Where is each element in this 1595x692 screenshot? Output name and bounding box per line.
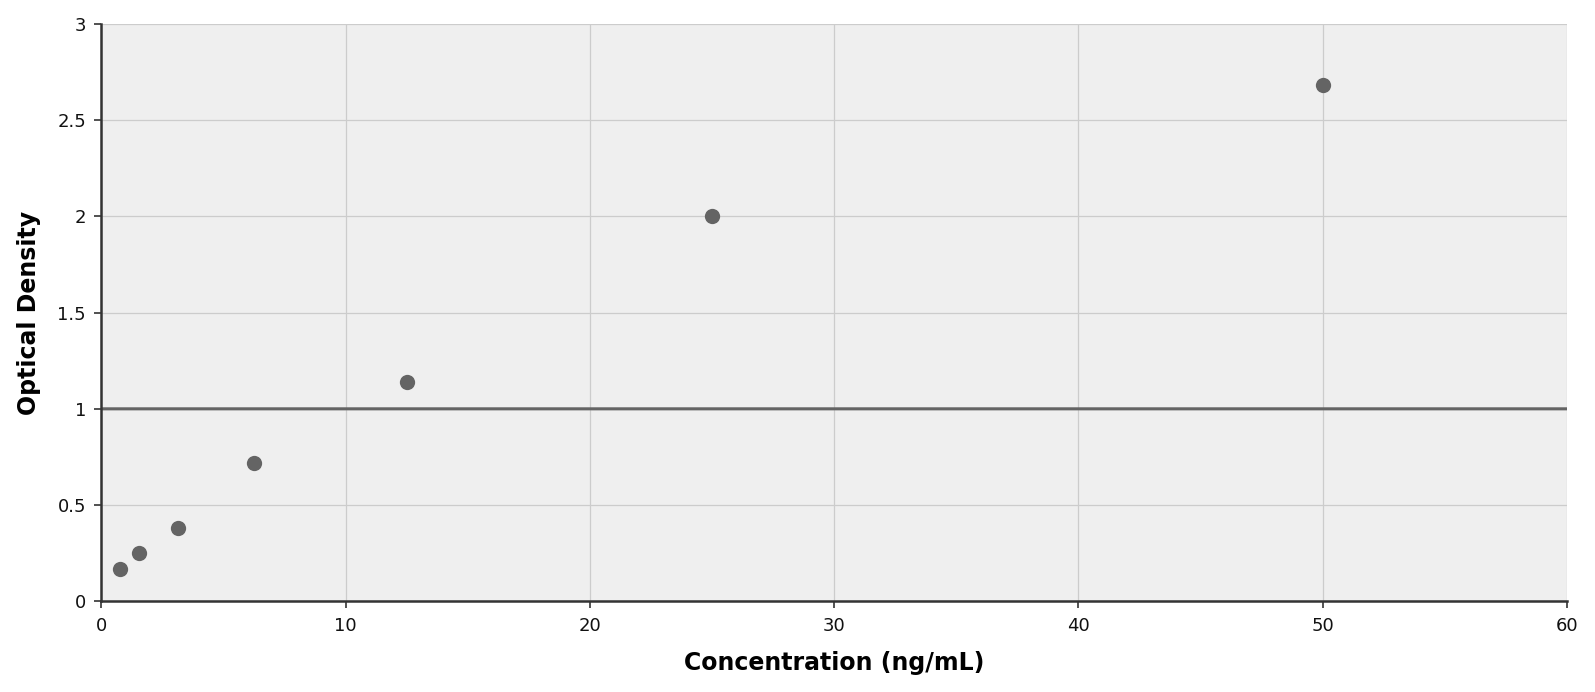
Point bbox=[126, 547, 152, 558]
X-axis label: Concentration (ng/mL): Concentration (ng/mL) bbox=[684, 651, 984, 675]
Point bbox=[241, 457, 266, 468]
Point bbox=[164, 522, 190, 534]
Point bbox=[107, 563, 132, 574]
Point bbox=[394, 376, 419, 388]
Point bbox=[1309, 80, 1335, 91]
Point bbox=[699, 210, 724, 221]
Y-axis label: Optical Density: Optical Density bbox=[16, 210, 40, 415]
